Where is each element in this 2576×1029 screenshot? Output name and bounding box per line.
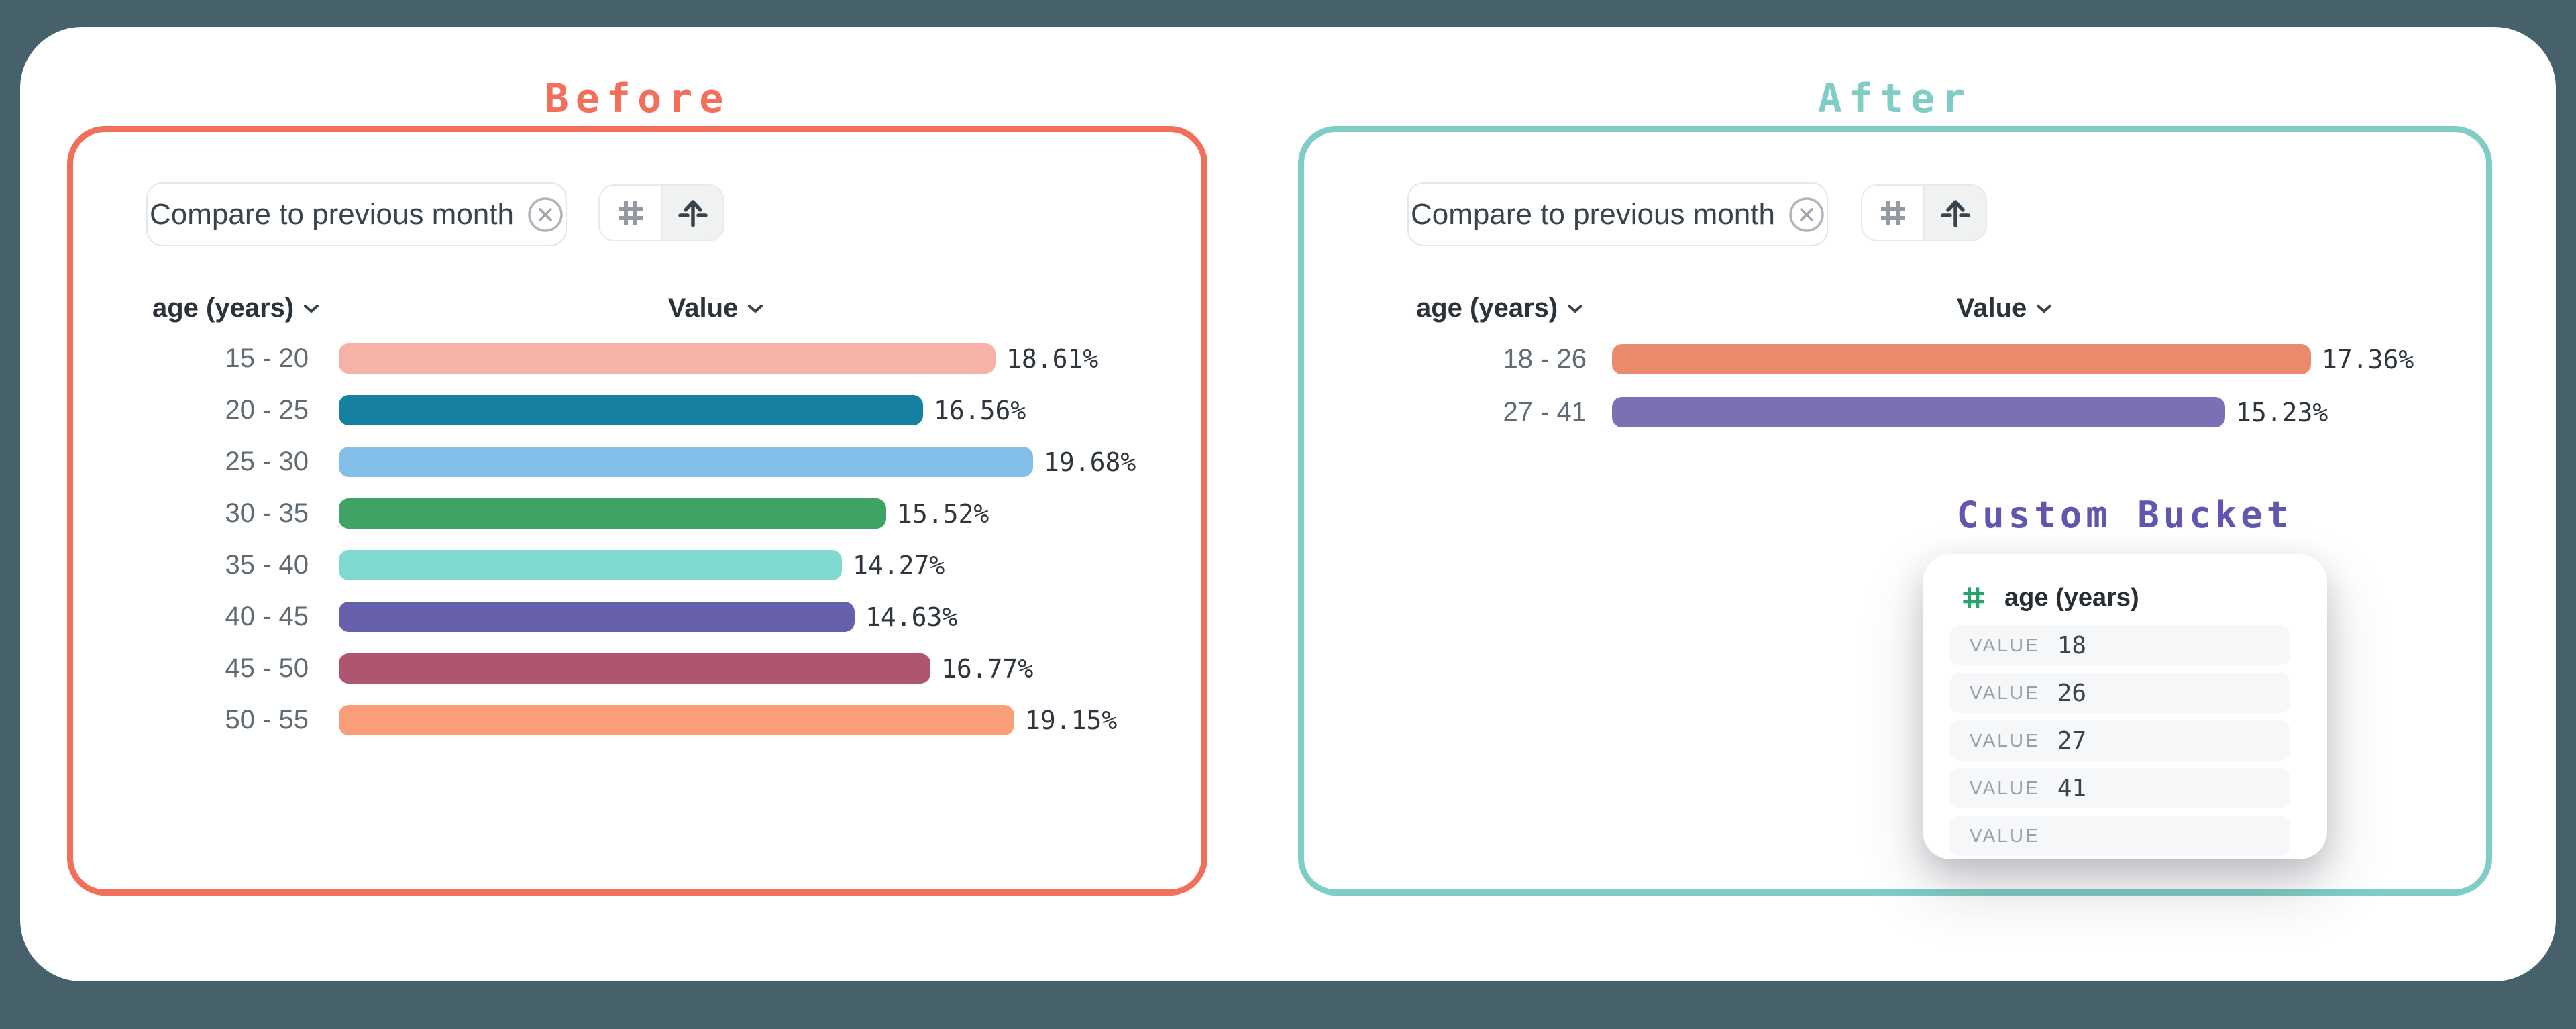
value-number: 41 xyxy=(2057,774,2087,802)
remove-filter-icon[interactable] xyxy=(527,197,564,233)
chevron-down-icon xyxy=(2037,304,2052,313)
value-number: 26 xyxy=(2057,679,2087,707)
numeric-mode-button[interactable] xyxy=(600,186,661,240)
bucket-value-field[interactable]: VALUE 41 xyxy=(1949,768,2290,808)
value-bar[interactable] xyxy=(339,705,1014,735)
value-key-label: VALUE xyxy=(1970,825,2040,846)
bar-chart: 15 - 20 18.61% 20 - 25 16.56% 25 - 30 19.68% 3… xyxy=(73,333,1195,746)
value-percent-label: 15.23% xyxy=(2236,397,2328,427)
bucket-value-field[interactable]: VALUE xyxy=(1949,816,2290,856)
value-bar[interactable] xyxy=(339,653,930,684)
value-bar[interactable] xyxy=(1612,344,2311,374)
chart-row: 25 - 30 19.68% xyxy=(73,436,1195,488)
category-label: 30 - 35 xyxy=(225,498,309,528)
value-key-label: VALUE xyxy=(1970,730,2040,751)
value-percent-label: 16.56% xyxy=(934,395,1026,425)
category-label: 35 - 40 xyxy=(225,550,309,580)
remove-filter-icon[interactable] xyxy=(1788,197,1825,233)
chart-row: 50 - 55 19.15% xyxy=(73,694,1195,746)
value-percent-label: 17.36% xyxy=(2322,344,2414,374)
value-percent-label: 19.68% xyxy=(1044,447,1136,477)
value-column-header[interactable]: Value xyxy=(629,293,803,323)
category-column-header[interactable]: age (years) xyxy=(152,293,319,323)
chart-row: 18 - 26 17.36% xyxy=(1304,333,2479,386)
value-percent-label: 15.52% xyxy=(897,498,989,529)
value-mode-toggle xyxy=(1861,184,1987,241)
before-panel: Compare to previous month xyxy=(67,126,1208,896)
bucket-value-field[interactable]: VALUE 18 xyxy=(1949,625,2290,665)
hash-icon xyxy=(1880,201,1905,225)
chart-row: 15 - 20 18.61% xyxy=(73,333,1195,384)
after-panel: Compare to previous month xyxy=(1298,126,2492,896)
chart-row: 45 - 50 16.77% xyxy=(73,643,1195,694)
value-key-label: VALUE xyxy=(1970,777,2040,798)
value-key-label: VALUE xyxy=(1970,682,2040,703)
bucket-value-field[interactable]: VALUE 26 xyxy=(1949,673,2290,713)
before-panel-content: Compare to previous month xyxy=(73,132,1201,889)
value-percent-label: 18.61% xyxy=(1006,343,1099,374)
compare-filter-label: Compare to previous month xyxy=(150,197,514,231)
value-percent-label: 16.77% xyxy=(941,653,1034,684)
bucket-field-header: age (years) xyxy=(1923,554,2327,618)
category-label: 18 - 26 xyxy=(1503,344,1587,374)
hash-icon xyxy=(1963,587,1984,608)
value-percent-label: 14.63% xyxy=(865,602,958,632)
value-bar[interactable] xyxy=(339,343,996,374)
value-number: 27 xyxy=(2057,726,2087,755)
category-label: 20 - 25 xyxy=(225,395,309,425)
hash-icon xyxy=(618,201,643,225)
table-header-row: age (years) Value xyxy=(1304,293,2486,325)
value-bar[interactable] xyxy=(339,395,923,425)
value-bar[interactable] xyxy=(1612,397,2225,427)
compare-filter-chip[interactable]: Compare to previous month xyxy=(146,182,567,246)
value-bar[interactable] xyxy=(339,498,886,529)
bar-chart: 18 - 26 17.36% 27 - 41 15.23% xyxy=(1304,333,2479,439)
bucket-value-list: VALUE 18 VALUE 26 VALUE 27 VALUE 41 VALUE xyxy=(1949,625,2290,856)
chart-row: 35 - 40 14.27% xyxy=(73,539,1195,591)
value-header-label: Value xyxy=(1956,293,2027,323)
value-number: 18 xyxy=(2057,631,2087,659)
distribute-arrow-icon xyxy=(1940,199,1970,227)
value-mode-toggle xyxy=(598,184,724,241)
distribution-mode-button[interactable] xyxy=(1923,186,1986,240)
table-header-row: age (years) Value xyxy=(73,293,1201,325)
value-column-header[interactable]: Value xyxy=(1917,293,2092,323)
value-bar[interactable] xyxy=(339,447,1033,477)
category-label: 50 - 55 xyxy=(225,705,309,735)
distribution-mode-button[interactable] xyxy=(661,186,723,240)
custom-bucket-popup: age (years) VALUE 18 VALUE 26 VALUE 27 VALUE 41… xyxy=(1923,554,2327,859)
compare-filter-label: Compare to previous month xyxy=(1411,197,1775,231)
bucket-field-label: age (years) xyxy=(2004,583,2139,612)
category-label: 45 - 50 xyxy=(225,653,309,683)
chart-row: 30 - 35 15.52% xyxy=(73,488,1195,539)
chevron-down-icon xyxy=(1568,304,1583,313)
before-title: Before xyxy=(544,75,731,122)
chevron-down-icon xyxy=(748,304,763,313)
chevron-down-icon xyxy=(304,304,319,313)
value-percent-label: 19.15% xyxy=(1025,705,1118,735)
distribute-arrow-icon xyxy=(678,199,708,227)
category-header-label: age (years) xyxy=(1416,293,1558,323)
value-key-label: VALUE xyxy=(1970,635,2040,655)
value-percent-label: 14.27% xyxy=(853,550,945,580)
chart-row: 27 - 41 15.23% xyxy=(1304,386,2479,439)
numeric-mode-button[interactable] xyxy=(1862,186,1923,240)
after-title: After xyxy=(1817,75,1973,122)
custom-bucket-title: Custom Bucket xyxy=(1956,494,2293,536)
category-label: 25 - 30 xyxy=(225,447,309,476)
value-bar[interactable] xyxy=(339,550,842,580)
chart-row: 20 - 25 16.56% xyxy=(73,384,1195,436)
chart-row: 40 - 45 14.63% xyxy=(73,591,1195,643)
category-column-header[interactable]: age (years) xyxy=(1416,293,1583,323)
category-label: 27 - 41 xyxy=(1503,397,1587,427)
bucket-value-field[interactable]: VALUE 27 xyxy=(1949,720,2290,761)
category-header-label: age (years) xyxy=(152,293,294,323)
after-panel-content: Compare to previous month xyxy=(1304,132,2486,889)
category-label: 40 - 45 xyxy=(225,602,309,631)
compare-filter-chip[interactable]: Compare to previous month xyxy=(1407,182,1828,246)
category-label: 15 - 20 xyxy=(225,343,309,373)
value-header-label: Value xyxy=(667,293,739,323)
value-bar[interactable] xyxy=(339,602,855,632)
